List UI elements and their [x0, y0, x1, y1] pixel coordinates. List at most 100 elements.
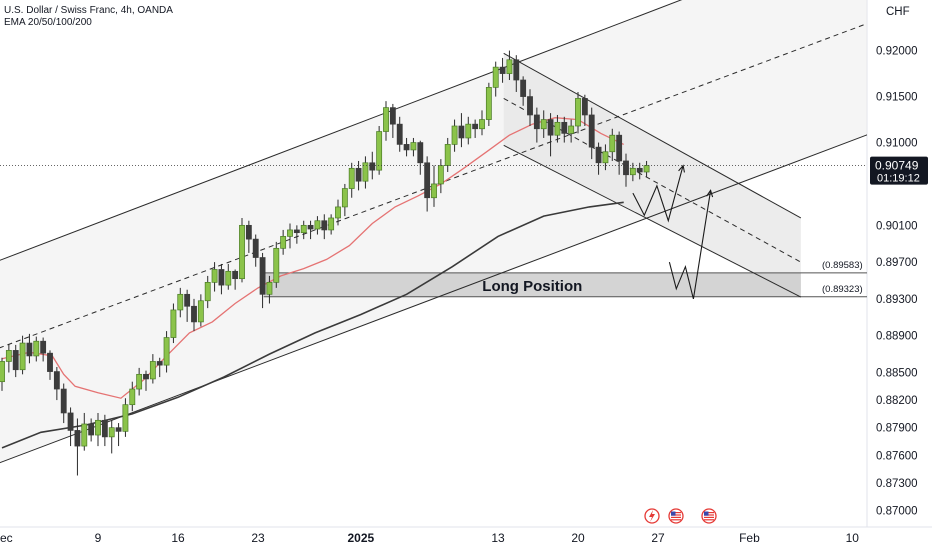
- candle[interactable]: [143, 370, 149, 391]
- candle[interactable]: [218, 263, 225, 295]
- candle[interactable]: [417, 140, 424, 175]
- us-flag-icon[interactable]: [668, 508, 684, 524]
- candle[interactable]: [554, 114, 561, 143]
- projection-path-1[interactable]: [632, 165, 684, 223]
- candle[interactable]: [437, 159, 444, 194]
- candle[interactable]: [129, 381, 136, 412]
- candle[interactable]: [47, 350, 53, 380]
- candle[interactable]: [335, 199, 341, 226]
- candle[interactable]: [616, 131, 623, 175]
- candle[interactable]: [136, 367, 143, 396]
- candle[interactable]: [595, 142, 602, 175]
- candle[interactable]: [465, 116, 472, 145]
- candle[interactable]: [287, 223, 293, 249]
- candle[interactable]: [540, 110, 547, 138]
- candle[interactable]: [12, 344, 19, 378]
- candle[interactable]: [307, 220, 314, 240]
- candle[interactable]: [506, 50, 513, 81]
- candle[interactable]: [451, 119, 458, 152]
- candle[interactable]: [472, 119, 479, 138]
- candle[interactable]: [403, 137, 410, 157]
- long-position-zone[interactable]: [263, 272, 801, 297]
- candle[interactable]: [122, 398, 129, 437]
- candle[interactable]: [239, 217, 245, 283]
- candle[interactable]: [293, 225, 300, 244]
- channel-median-line[interactable]: [0, 20, 877, 351]
- candle[interactable]: [588, 107, 595, 160]
- candle[interactable]: [74, 418, 81, 476]
- candle[interactable]: [355, 160, 362, 191]
- candle[interactable]: [513, 55, 520, 92]
- candle[interactable]: [177, 287, 184, 318]
- candle[interactable]: [547, 113, 554, 157]
- candle[interactable]: [252, 234, 259, 267]
- channel-upper-line[interactable]: [0, 0, 877, 264]
- candle[interactable]: [424, 156, 431, 212]
- candle[interactable]: [568, 119, 575, 143]
- candle[interactable]: [575, 91, 581, 134]
- candle[interactable]: [108, 420, 115, 454]
- candle[interactable]: [643, 160, 650, 178]
- candle[interactable]: [273, 241, 280, 288]
- candle[interactable]: [40, 337, 47, 362]
- candle[interactable]: [376, 126, 383, 175]
- candle[interactable]: [191, 298, 197, 332]
- projection-path-2[interactable]: [668, 190, 712, 300]
- candle[interactable]: [561, 116, 568, 143]
- candle[interactable]: [95, 412, 101, 447]
- candle[interactable]: [623, 153, 629, 187]
- candle[interactable]: [341, 183, 348, 217]
- candle[interactable]: [479, 110, 485, 136]
- candle[interactable]: [328, 214, 335, 235]
- candle[interactable]: [184, 289, 191, 322]
- candle[interactable]: [101, 414, 108, 447]
- candle[interactable]: [314, 216, 321, 235]
- lightning-icon[interactable]: [644, 508, 660, 524]
- candle[interactable]: [499, 57, 506, 83]
- candle[interactable]: [0, 357, 5, 391]
- candle[interactable]: [19, 335, 26, 375]
- candle[interactable]: [396, 116, 403, 152]
- candle[interactable]: [232, 269, 239, 290]
- candle[interactable]: [383, 101, 389, 141]
- candle[interactable]: [245, 220, 252, 253]
- candle[interactable]: [60, 383, 67, 424]
- candle[interactable]: [300, 220, 307, 240]
- falling-channel-lower-line[interactable]: [503, 144, 802, 298]
- candle[interactable]: [156, 357, 163, 378]
- candle[interactable]: [67, 407, 74, 447]
- candle[interactable]: [26, 333, 33, 364]
- candle[interactable]: [266, 275, 273, 304]
- candle[interactable]: [533, 107, 540, 143]
- candle[interactable]: [410, 137, 417, 157]
- indicator-label[interactable]: EMA 20/50/100/200: [4, 17, 92, 28]
- candle[interactable]: [163, 331, 170, 373]
- channel-lower-line[interactable]: [0, 131, 877, 466]
- candle[interactable]: [53, 366, 60, 401]
- candle[interactable]: [431, 165, 437, 207]
- candle[interactable]: [33, 336, 40, 362]
- candle[interactable]: [170, 303, 177, 344]
- candle[interactable]: [321, 214, 328, 240]
- candle[interactable]: [389, 103, 396, 138]
- candle[interactable]: [225, 263, 232, 290]
- candle[interactable]: [197, 294, 204, 327]
- candle[interactable]: [602, 144, 609, 171]
- candle[interactable]: [609, 128, 616, 161]
- candle[interactable]: [485, 82, 492, 127]
- candle[interactable]: [581, 94, 588, 127]
- candle[interactable]: [520, 76, 527, 106]
- candle[interactable]: [492, 61, 499, 97]
- symbol-title[interactable]: U.S. Dollar / Swiss Franc, 4h, OANDA: [4, 5, 173, 16]
- candle[interactable]: [81, 412, 88, 451]
- candle[interactable]: [211, 262, 218, 292]
- candle[interactable]: [458, 113, 465, 148]
- candle[interactable]: [115, 423, 122, 447]
- us-flag-icon[interactable]: [701, 508, 717, 524]
- candle[interactable]: [259, 252, 266, 309]
- candle[interactable]: [280, 229, 287, 255]
- candle[interactable]: [629, 162, 636, 182]
- falling-channel-upper-line[interactable]: [503, 52, 802, 219]
- candle[interactable]: [88, 418, 95, 442]
